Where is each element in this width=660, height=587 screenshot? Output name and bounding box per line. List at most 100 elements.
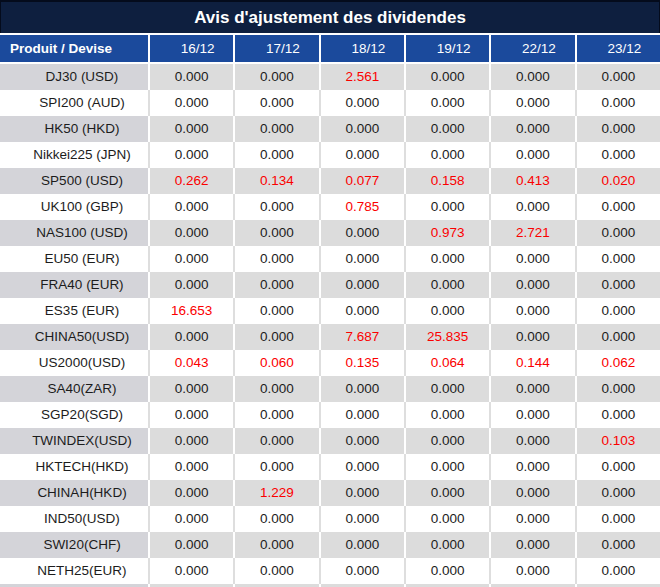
value-cell: 0.062 [575,350,660,376]
product-cell: EU50 (EUR) [0,246,148,272]
product-cell: TWINDEX(USD) [0,428,148,454]
value-cell: 0.000 [489,64,574,90]
page-title: Avis d'ajustement des dividendes [0,0,660,33]
product-cell: SP500 (USD) [0,168,148,194]
table-row: SWI20(CHF)0.0000.0000.0000.0000.0000.000 [0,532,660,558]
value-cell: 0.000 [575,454,660,480]
value-cell: 0.000 [233,246,318,272]
value-cell: 0.000 [319,90,404,116]
table-row: DJ30 (USD)0.0000.0002.5610.0000.0000.000 [0,64,660,90]
value-cell: 0.000 [404,246,489,272]
value-cell: 0.000 [575,298,660,324]
value-cell: 0.000 [489,428,574,454]
value-cell: 0.000 [489,194,574,220]
table-row: SPI200 (AUD)0.0000.0000.0000.0000.0000.0… [0,90,660,116]
product-cell: ES35 (EUR) [0,298,148,324]
value-cell: 0.000 [148,142,233,168]
value-cell: 0.077 [319,168,404,194]
value-cell: 0.000 [148,402,233,428]
value-cell: 0.064 [404,350,489,376]
value-cell: 0.000 [575,64,660,90]
value-cell: 0.000 [148,324,233,350]
value-cell: 0.000 [148,220,233,246]
table-row: ES35 (EUR)16.6530.0000.0000.0000.0000.00… [0,298,660,324]
value-cell: 0.000 [404,64,489,90]
table-row: NAS100 (USD)0.0000.0000.0000.9732.7210.0… [0,220,660,246]
value-cell: 0.785 [319,194,404,220]
value-cell: 0.000 [319,506,404,532]
value-cell: 0.000 [575,376,660,402]
value-cell: 0.000 [233,376,318,402]
table-row: SA40(ZAR)0.0000.0000.0000.0000.0000.000 [0,376,660,402]
value-cell: 0.000 [319,142,404,168]
value-cell: 2.561 [319,64,404,90]
value-cell: 0.000 [489,142,574,168]
product-cell: FRA40 (EUR) [0,272,148,298]
value-cell: 0.000 [575,402,660,428]
value-cell: 0.000 [148,454,233,480]
value-cell: 0.000 [575,142,660,168]
product-cell: CHINAH(HKD) [0,480,148,506]
value-cell: 0.134 [233,168,318,194]
value-cell: 0.000 [575,90,660,116]
product-cell: SPI200 (AUD) [0,90,148,116]
value-cell: 0.000 [489,298,574,324]
column-header-date: 22/12 [489,35,574,62]
value-cell: 0.000 [404,116,489,142]
value-cell: 2.721 [489,220,574,246]
table-row: CHINA50(USD)0.0000.0007.68725.8350.0000.… [0,324,660,350]
value-cell: 0.000 [575,506,660,532]
value-cell: 0.000 [489,246,574,272]
value-cell: 0.000 [233,324,318,350]
table-row: CHINAH(HKD)0.0001.2290.0000.0000.0000.00… [0,480,660,506]
table-row: SGP20(SGD)0.0000.0000.0000.0000.0000.000 [0,402,660,428]
value-cell: 0.000 [575,532,660,558]
value-cell: 0.000 [489,480,574,506]
value-cell: 7.687 [319,324,404,350]
value-cell: 0.000 [148,532,233,558]
table-row: SP500 (USD)0.2620.1340.0770.1580.4130.02… [0,168,660,194]
value-cell: 0.000 [148,428,233,454]
product-cell: US2000(USD) [0,350,148,376]
value-cell: 0.000 [489,402,574,428]
table-row: FRA40 (EUR)0.0000.0000.0000.0000.0000.00… [0,272,660,298]
value-cell: 0.000 [489,558,574,584]
value-cell: 0.000 [319,298,404,324]
table-row: EU50 (EUR)0.0000.0000.0000.0000.0000.000 [0,246,660,272]
value-cell: 0.000 [233,272,318,298]
dividend-adjustment-table: Avis d'ajustement des dividendes Produit… [0,0,660,587]
table-body: DJ30 (USD)0.0000.0002.5610.0000.0000.000… [0,64,660,584]
value-cell: 0.000 [319,428,404,454]
column-header-date: 18/12 [319,35,404,62]
value-cell: 0.000 [319,246,404,272]
value-cell: 0.000 [404,506,489,532]
value-cell: 0.000 [575,324,660,350]
product-cell: SGP20(SGD) [0,402,148,428]
value-cell: 0.000 [148,116,233,142]
product-cell: DJ30 (USD) [0,64,148,90]
value-cell: 0.000 [404,532,489,558]
value-cell: 0.000 [148,64,233,90]
value-cell: 0.043 [148,350,233,376]
value-cell: 0.000 [319,220,404,246]
value-cell: 0.000 [489,454,574,480]
value-cell: 0.000 [233,402,318,428]
value-cell: 0.000 [319,376,404,402]
value-cell: 0.000 [233,532,318,558]
value-cell: 0.000 [319,402,404,428]
value-cell: 0.000 [148,90,233,116]
value-cell: 0.000 [404,194,489,220]
value-cell: 0.000 [148,506,233,532]
value-cell: 0.144 [489,350,574,376]
value-cell: 0.000 [148,376,233,402]
value-cell: 0.000 [489,532,574,558]
value-cell: 0.413 [489,168,574,194]
value-cell: 0.000 [489,324,574,350]
product-cell: Nikkei225 (JPN) [0,142,148,168]
value-cell: 0.000 [489,506,574,532]
value-cell: 0.000 [404,272,489,298]
value-cell: 0.000 [148,194,233,220]
product-cell: SA40(ZAR) [0,376,148,402]
value-cell: 0.000 [233,64,318,90]
column-header-date: 19/12 [404,35,489,62]
